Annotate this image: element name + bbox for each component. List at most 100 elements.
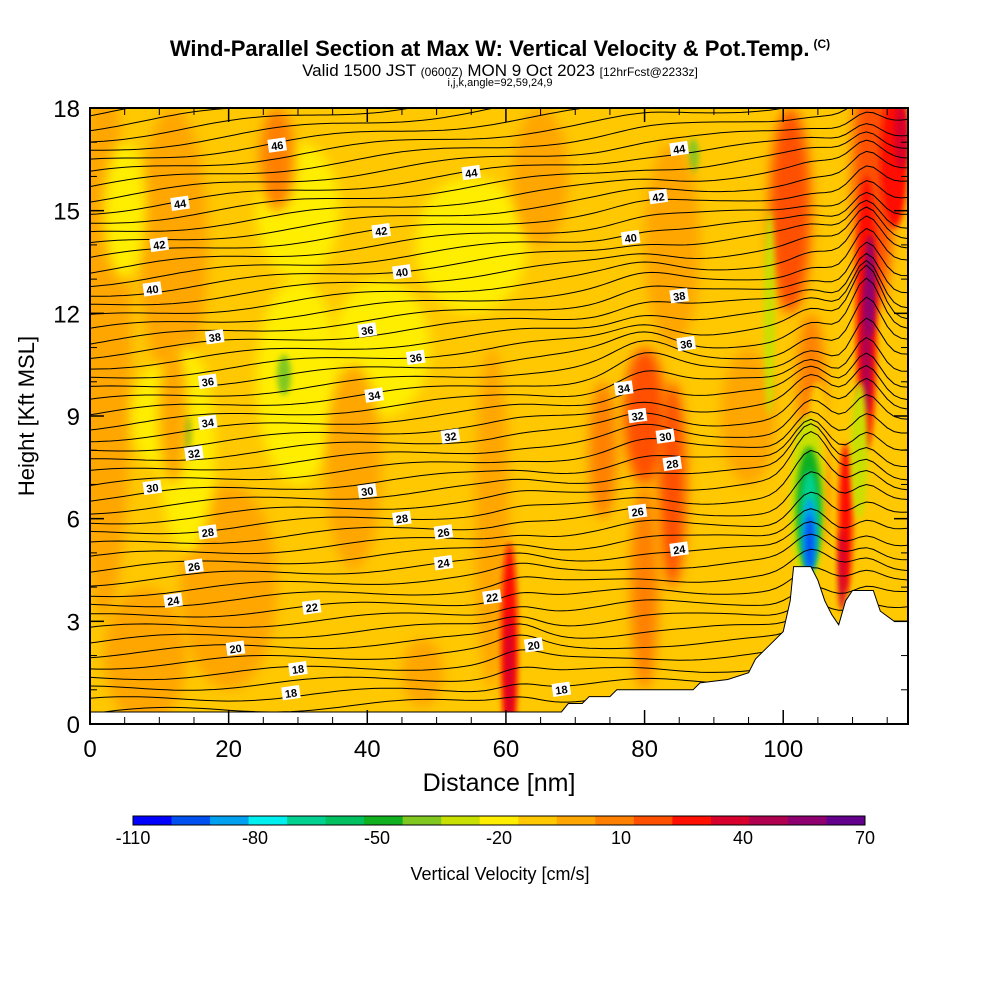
contour-label: 42 xyxy=(149,236,170,253)
contour-label-box xyxy=(225,640,246,656)
contour-label-text: 44 xyxy=(672,143,687,157)
x-axis-label: Distance [nm] xyxy=(423,769,576,797)
theta-contour xyxy=(90,206,908,306)
colorbar-tick-label: -20 xyxy=(486,828,512,848)
contour-label: 44 xyxy=(669,140,689,157)
contour-label: 24 xyxy=(163,592,183,609)
contour-label-box xyxy=(197,524,218,540)
theta-contour xyxy=(90,165,908,258)
colorbar-swatch xyxy=(210,816,250,825)
colorbar-tick-label: 10 xyxy=(611,828,631,848)
contour-label-text: 36 xyxy=(361,325,375,339)
velocity-blob xyxy=(894,108,908,170)
theta-contour xyxy=(90,199,908,297)
contour-label-text: 28 xyxy=(395,513,409,527)
contour-label-text: 30 xyxy=(659,431,673,445)
velocity-blob xyxy=(589,381,617,519)
theta-contour xyxy=(90,377,908,461)
y-tick-label: 18 xyxy=(53,96,80,123)
contour-label-box xyxy=(433,555,454,571)
contour-label: 40 xyxy=(392,264,412,280)
theta-contour xyxy=(90,241,908,345)
contour-label-box xyxy=(648,188,669,205)
x-tick-label: 40 xyxy=(354,736,381,763)
contour-label-box xyxy=(281,685,301,701)
contour-label-text: 38 xyxy=(672,290,686,304)
theta-contour xyxy=(90,585,908,628)
contour-label-box xyxy=(613,380,634,396)
contour-labels: 46 44 44 44 42 42 42 40 40 40 38 38 36 36 36 36 34 34 34 32… xyxy=(142,137,696,701)
contour-label-box xyxy=(197,414,218,430)
theta-contour xyxy=(90,259,908,370)
contour-label-text: 46 xyxy=(270,140,284,154)
theta-contour xyxy=(90,277,908,388)
contour-label: 38 xyxy=(669,288,689,304)
contour-label: 22 xyxy=(482,589,502,605)
contour-label-text: 34 xyxy=(201,417,216,431)
theta-contour xyxy=(90,215,908,315)
y-tick-label: 12 xyxy=(53,301,80,328)
contour-label-text: 34 xyxy=(617,383,632,397)
contour-label: 28 xyxy=(197,524,218,540)
theta-contour xyxy=(90,352,908,443)
contour-label-box xyxy=(392,510,412,526)
contour-label: 26 xyxy=(433,524,454,540)
contour-label-box xyxy=(170,195,190,211)
contour-label-box xyxy=(676,335,696,352)
theta-contours xyxy=(90,8,908,715)
contour-label-text: 32 xyxy=(187,448,201,462)
theta-contour xyxy=(90,8,908,101)
theta-contour xyxy=(90,548,908,608)
theta-contour xyxy=(90,111,908,203)
velocity-blob xyxy=(474,347,510,690)
contour-label-text: 26 xyxy=(631,506,645,520)
velocity-blob xyxy=(763,210,775,416)
contour-label: 30 xyxy=(655,428,676,445)
theta-contour xyxy=(90,624,908,670)
contour-label: 34 xyxy=(197,414,218,431)
contour-label-box xyxy=(405,349,426,365)
contour-label-text: 18 xyxy=(291,663,305,677)
colorbar-swatch xyxy=(595,816,635,825)
contour-label: 44 xyxy=(170,195,190,212)
y-tick-label: 9 xyxy=(67,404,80,431)
contour-label: 18 xyxy=(281,685,301,701)
contour-label-text: 32 xyxy=(444,431,458,445)
colorbar-swatch xyxy=(672,816,712,825)
contour-label-box xyxy=(197,373,218,389)
theta-contour xyxy=(90,108,133,117)
contour-label: 22 xyxy=(301,599,322,616)
colorbar-tick-label: 40 xyxy=(733,828,753,848)
contour-label: 32 xyxy=(440,428,461,445)
contour-label-box xyxy=(655,428,676,444)
contour-label: 38 xyxy=(204,329,225,345)
theta-contour xyxy=(90,131,908,224)
colorbar-swatch xyxy=(556,816,596,825)
contour-label-box xyxy=(627,407,648,424)
contour-label-text: 40 xyxy=(624,232,638,246)
velocity-blob xyxy=(769,108,811,314)
theta-contour xyxy=(90,123,908,215)
contour-label-text: 24 xyxy=(672,544,687,558)
contour-label-text: 24 xyxy=(166,595,181,609)
contour-label-box xyxy=(482,589,502,605)
contour-label: 42 xyxy=(648,188,669,205)
theta-contour xyxy=(90,180,908,274)
theta-contour xyxy=(90,150,908,244)
colorbar-swatch xyxy=(749,816,789,825)
contour-label-text: 42 xyxy=(153,239,167,253)
contour-label-text: 22 xyxy=(305,602,319,616)
forecast-tag: [12hrFcst@2233z] xyxy=(599,65,698,79)
colorbar-tick-label: 70 xyxy=(855,828,875,848)
y-tick-label: 15 xyxy=(53,199,80,226)
velocity-blob xyxy=(159,347,188,485)
contour-label-box xyxy=(669,288,689,304)
valid-date: MON 9 Oct 2023 xyxy=(467,61,595,80)
contour-label-box xyxy=(371,223,391,239)
contour-label: 36 xyxy=(197,373,218,390)
theta-contour xyxy=(90,139,908,233)
x-tick-label: 20 xyxy=(215,736,242,763)
y-tick-label: 0 xyxy=(67,712,80,739)
contour-label: 20 xyxy=(523,637,544,653)
contour-label-box xyxy=(433,524,454,540)
